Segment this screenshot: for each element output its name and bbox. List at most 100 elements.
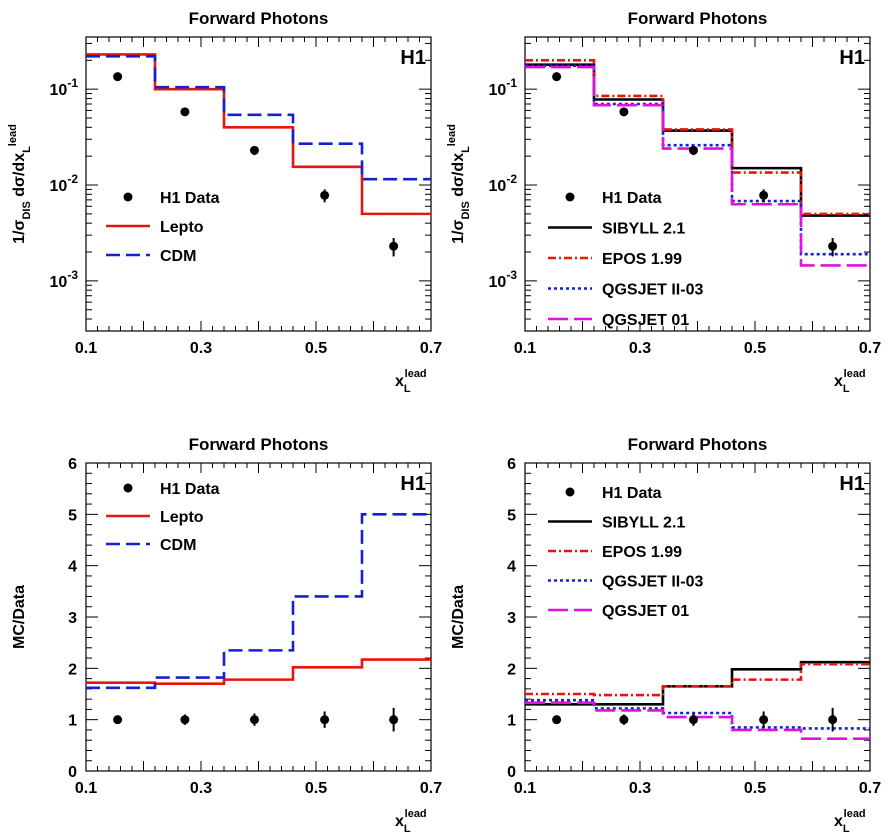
x-tick-label: 0.1 [514, 340, 536, 357]
x-axis-label: xLlead [834, 368, 866, 395]
y-tick-label: 5 [507, 507, 516, 524]
y-axis-label: MC/Data [450, 585, 467, 649]
data-point [552, 715, 562, 725]
panel-1: Forward Photons 0.1 0.3 0.5 0.7 10-3 10-2 10-1 1… [7, 9, 442, 395]
data-point [552, 72, 562, 82]
legend-label: H1 Data [160, 481, 220, 498]
legend-label: QGSJET 01 [602, 603, 689, 620]
data-point [759, 190, 769, 200]
legend: H1 Data Lepto CDM [106, 481, 220, 554]
x-tick-label: 0.5 [305, 780, 327, 797]
panel-4: Forward Photons 0.1 0.3 0.5 0.7 0 1 2 3 4 5 6 MC/Dat… [450, 435, 881, 835]
y-tick-label: 2 [507, 661, 516, 678]
y-tick-label: 1 [68, 713, 77, 730]
data-point [249, 145, 259, 155]
histograms [86, 513, 431, 690]
x-tick-label: 0.3 [629, 340, 651, 357]
y-tick-label: 1 [507, 713, 516, 730]
y-axis-label: MC/Data [11, 585, 28, 649]
panel-2: Forward Photons 0.1 0.3 0.5 0.7 10-3 10-2 10-1 1… [446, 9, 881, 395]
y-tick-label: 10-1 [489, 76, 518, 99]
plot-frame [85, 462, 432, 772]
x-axis-label: xLlead [834, 808, 866, 835]
histograms [525, 660, 870, 740]
legend-label: SIBYLL 2.1 [602, 221, 685, 238]
x-tick-label: 0.7 [420, 340, 442, 357]
x-tick-label: 0.7 [420, 780, 442, 797]
y-tick-label: 6 [507, 456, 516, 473]
legend: H1 Data Lepto CDM [106, 190, 220, 265]
data-point [320, 715, 330, 725]
x-tick-label: 0.5 [744, 340, 766, 357]
y-tick-label: 0 [507, 764, 516, 781]
data-point [688, 715, 698, 725]
series-lepto-line [86, 53, 431, 216]
data-point [180, 107, 190, 117]
data-point [389, 715, 399, 725]
panel-title: Forward Photons [628, 435, 768, 454]
h1-badge: H1 [400, 473, 426, 495]
y-tick-label: 4 [68, 559, 77, 576]
series-epos-1-99-line [525, 58, 870, 216]
plot-frame [524, 462, 871, 772]
data-point [759, 715, 769, 725]
x-tick-label: 0.5 [305, 340, 327, 357]
series-cdm-line [86, 55, 431, 181]
data-point [688, 145, 698, 155]
x-tick-label: 0.5 [744, 780, 766, 797]
histograms [525, 58, 870, 267]
series-lepto-line [86, 658, 431, 686]
data-point [828, 241, 838, 251]
series-epos-1-99-line [525, 662, 870, 697]
x-axis-label: xLlead [395, 808, 427, 835]
panel-title: Forward Photons [189, 9, 329, 28]
series-cdm-line [86, 513, 431, 690]
series-sibyll-2-1-line [525, 660, 870, 706]
series-qgsjet-01-line [525, 65, 870, 267]
x-tick-label: 0.3 [190, 780, 212, 797]
data-point [320, 190, 330, 200]
panel-3: Forward Photons 0.1 0.3 0.5 0.7 0 1 2 3 4 5 6 MC/Dat… [11, 435, 442, 835]
y-tick-label: 3 [507, 610, 516, 627]
legend: H1 Data SIBYLL 2.1 EPOS 1.99 QGSJET II-03 QG… [548, 485, 703, 620]
series-qgsjet-ii-03-line [525, 64, 870, 256]
legend-label: QGSJET II-03 [602, 574, 703, 591]
x-tick-label: 0.7 [859, 780, 881, 797]
data-point [828, 715, 838, 725]
y-tick-label: 10-2 [489, 172, 518, 195]
x-tick-label: 0.1 [75, 780, 97, 797]
h1-badge: H1 [839, 473, 865, 495]
legend-label: SIBYLL 2.1 [602, 515, 685, 532]
h1-badge: H1 [839, 47, 865, 69]
data-point [180, 715, 190, 725]
y-tick-label: 5 [68, 507, 77, 524]
data-point [113, 715, 123, 725]
x-axis-label: xLlead [395, 368, 427, 395]
y-tick-label: 10-3 [489, 268, 518, 291]
legend-marker-h1-data [565, 487, 575, 497]
y-tick-label: 2 [68, 661, 77, 678]
data-point [249, 715, 259, 725]
y-tick-label: 10-2 [50, 172, 79, 195]
data-point [619, 107, 629, 117]
histograms [86, 53, 431, 216]
x-tick-label: 0.1 [514, 780, 536, 797]
legend: H1 Data SIBYLL 2.1 EPOS 1.99 QGSJET II-03 QG… [548, 190, 703, 329]
legend-label: QGSJET 01 [602, 312, 689, 329]
x-tick-label: 0.3 [629, 780, 651, 797]
legend-label: EPOS 1.99 [602, 251, 682, 268]
panel-title: Forward Photons [628, 9, 768, 28]
legend-label: Lepto [160, 509, 204, 526]
y-tick-label: 6 [68, 456, 77, 473]
data-point [389, 241, 399, 251]
data-point [113, 72, 123, 82]
legend-label: H1 Data [602, 485, 662, 502]
h1-badge: H1 [400, 47, 426, 69]
plot-frame [85, 36, 432, 332]
legend-label: H1 Data [160, 190, 220, 207]
y-tick-label: 0 [68, 764, 77, 781]
y-axis-label: 1/σDIS dσ/dxLlead [446, 124, 472, 244]
legend-marker-h1-data [123, 192, 133, 202]
legend-label: CDM [160, 248, 196, 265]
